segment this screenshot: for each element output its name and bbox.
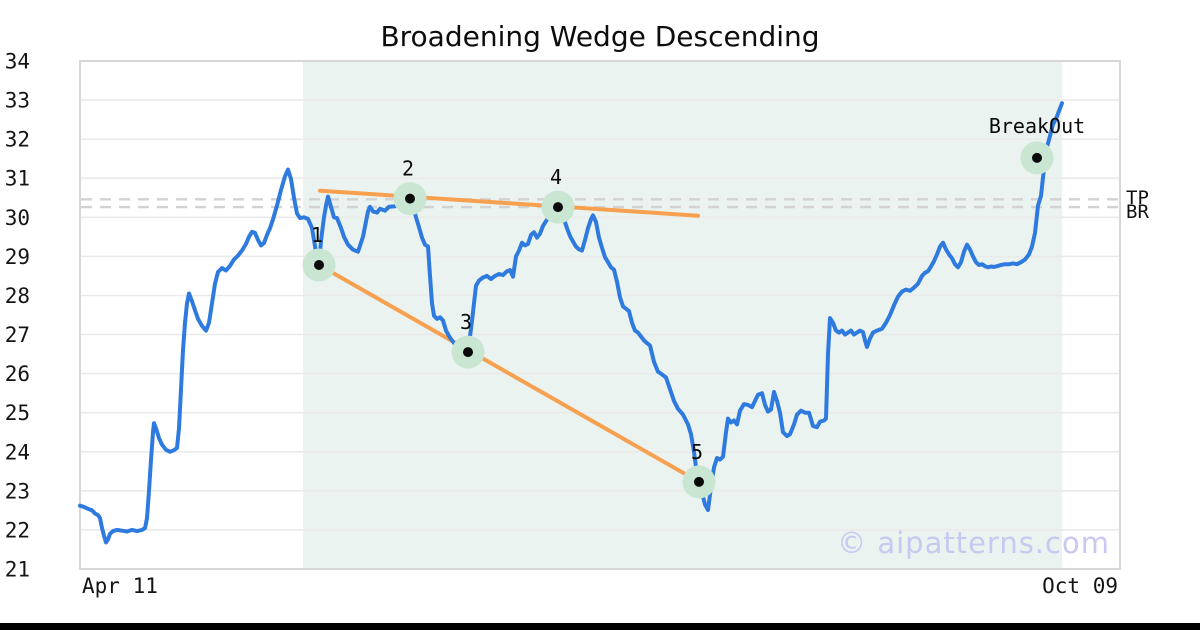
marker-label-4: 4	[550, 165, 562, 189]
y-tick-label: 27	[5, 323, 30, 347]
y-tick-label: 33	[5, 89, 30, 113]
y-tick-label: 34	[5, 50, 30, 74]
marker-dot-1	[314, 260, 324, 270]
plot-border	[79, 60, 1121, 570]
y-tick-label: 30	[5, 206, 30, 230]
price-line	[78, 101, 1064, 545]
trendline-lower	[317, 263, 701, 484]
trendline-upper	[318, 188, 700, 218]
marker-dot-breakout	[1032, 152, 1042, 163]
marker-dot-2	[405, 193, 415, 204]
br-level-label: BR	[1126, 201, 1149, 223]
marker-label-2: 2	[402, 157, 414, 181]
y-tick-label: 24	[5, 440, 30, 464]
y-tick-label: 28	[5, 284, 30, 308]
y-tick-label: 23	[5, 479, 30, 503]
marker-dot-3	[463, 347, 473, 358]
marker-dot-4	[553, 202, 563, 213]
pattern-zone	[303, 62, 1062, 568]
chart-title: Broadening Wedge Descending	[380, 20, 819, 53]
y-tick-label: 32	[5, 128, 30, 152]
y-tick-label: 29	[5, 245, 30, 269]
tp-level-label: TP	[1126, 187, 1149, 209]
marker-label-breakout: BreakOut	[989, 114, 1085, 138]
y-tick-label: 21	[5, 558, 30, 582]
marker-dot-5	[694, 476, 704, 487]
chart-layers: 12345BreakOut343332313029282726252423222…	[5, 50, 1121, 582]
y-tick-label: 22	[5, 518, 30, 542]
marker-label-1: 1	[311, 223, 323, 247]
marker-label-3: 3	[460, 310, 472, 334]
marker-label-5: 5	[691, 440, 703, 464]
y-tick-label: 26	[5, 362, 30, 386]
x-axis-label-end: Oct 09	[1042, 574, 1118, 598]
y-tick-label: 31	[5, 167, 30, 191]
watermark: © aipatterns.com	[837, 526, 1110, 560]
bottom-bar	[0, 623, 1200, 630]
y-tick-label: 25	[5, 401, 30, 425]
x-axis-label-start: Apr 11	[82, 574, 158, 598]
